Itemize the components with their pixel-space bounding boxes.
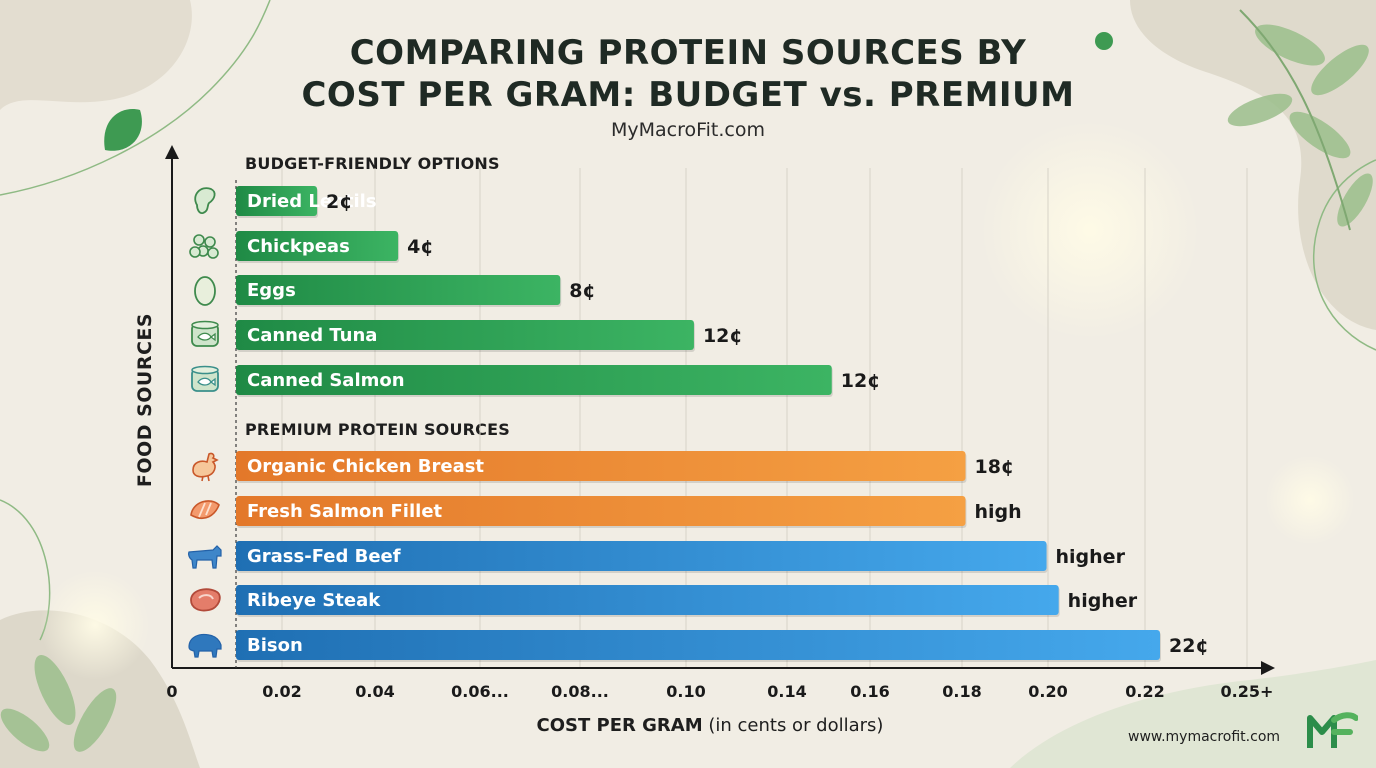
bar (236, 630, 1160, 660)
egg-icon (194, 276, 216, 306)
bar-value-label: higher (1068, 590, 1138, 612)
bar-category-label: Grass-Fed Beef (247, 546, 401, 567)
bar (236, 585, 1059, 615)
x-axis-label: COST PER GRAM (in cents or dollars) (0, 715, 1376, 736)
site-name: MyMacroFit.com (610, 119, 766, 141)
x-tick-labels: 0 0.02 0.04 0.06... 0.08... 0.10 0.14 0.16 0.18 0… (166, 682, 1273, 701)
bar-category-label: Organic Chicken Breast (247, 456, 484, 477)
bar-value-label: 12¢ (841, 370, 881, 392)
bar-value-label: 22¢ (1169, 635, 1209, 657)
salmon-can-icon (191, 365, 219, 392)
x-tick-label: 0 (166, 682, 177, 701)
bar (236, 320, 694, 350)
bar-value-label: 8¢ (569, 280, 595, 302)
bar (236, 275, 561, 305)
bar-category-label: Fresh Salmon Fillet (247, 501, 443, 522)
bar (236, 186, 318, 216)
bar (236, 231, 399, 261)
bar-value-label: 18¢ (974, 456, 1014, 478)
bar (236, 496, 966, 526)
bison-icon (188, 633, 222, 658)
group-label-budget: BUDGET-FRIENDLY OPTIONS (245, 154, 500, 173)
steak-icon (190, 588, 221, 612)
bar-value-label: 2¢ (326, 191, 352, 213)
x-tick-label: 0.04 (355, 682, 394, 701)
bar-value-label: high (974, 501, 1021, 523)
bar-category-label: Canned Salmon (247, 370, 405, 391)
food-icons (188, 187, 222, 658)
bar (236, 451, 966, 481)
title-line-1: COMPARING PROTEIN SOURCES BY (349, 33, 1027, 73)
cow-icon (188, 545, 222, 569)
x-tick-label: 0.10 (666, 682, 705, 701)
bar-value-label: 12¢ (703, 325, 743, 347)
bar-category-label: Bison (247, 635, 303, 656)
x-tick-label: 0.18 (942, 682, 981, 701)
x-tick-label: 0.06... (451, 682, 509, 701)
mymacrofit-logo (1307, 712, 1358, 748)
chart-title: COMPARING PROTEIN SOURCES BY COST PER GR… (0, 32, 1376, 116)
bar-category-label: Eggs (247, 280, 296, 301)
bar (236, 541, 1047, 571)
bean-icon (194, 187, 216, 215)
tuna-can-icon (191, 320, 219, 347)
x-tick-label: 0.16 (850, 682, 889, 701)
title-line-2: COST PER GRAM: BUDGET vs. PREMIUM (301, 75, 1075, 115)
bar-category-label: Canned Tuna (247, 325, 377, 346)
bar-category-label: Dried Lentils (247, 191, 377, 212)
x-tick-label: 0.20 (1028, 682, 1067, 701)
bar-category-label: Ribeye Steak (247, 590, 381, 611)
x-tick-label: 0.02 (262, 682, 301, 701)
x-axis-label-rest: (in cents or dollars) (702, 715, 884, 736)
chickpeas-icon (189, 234, 219, 259)
bar-value-label: 4¢ (407, 236, 433, 258)
chicken-icon (192, 452, 219, 482)
x-tick-label: 0.08... (551, 682, 609, 701)
x-axis-label-bold: COST PER GRAM (536, 715, 703, 736)
x-tick-label: 0.25+ (1221, 682, 1274, 701)
salmon-fillet-icon (190, 500, 220, 520)
group-label-premium: PREMIUM PROTEIN SOURCES (245, 420, 510, 439)
bar-value-label: higher (1056, 546, 1126, 568)
x-tick-label: 0.14 (767, 682, 806, 701)
bar (236, 365, 832, 395)
bar-category-label: Chickpeas (247, 236, 350, 257)
x-tick-label: 0.22 (1125, 682, 1164, 701)
footer-url: www.mymacrofit.com (1128, 729, 1281, 745)
